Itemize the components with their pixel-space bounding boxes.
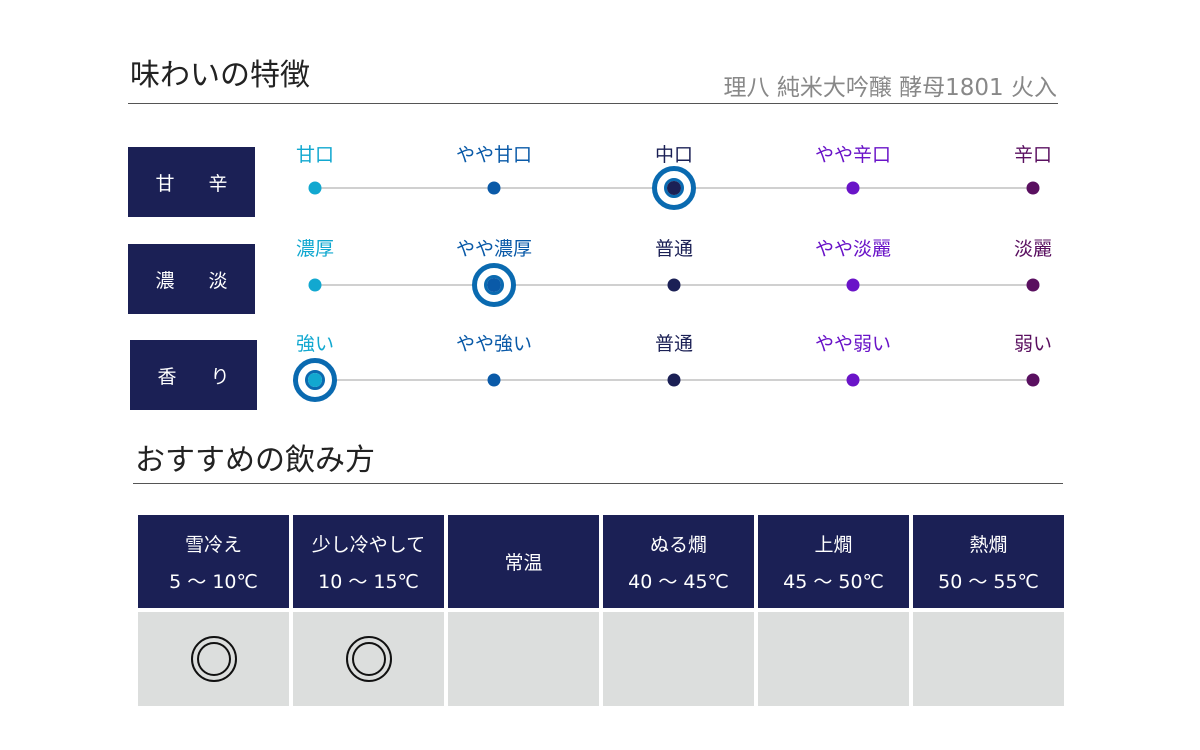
selected-marker [472,263,516,307]
scale-dot [1026,278,1040,292]
scale-label: 甘口 [295,144,335,166]
scale-label: やや弱い [814,333,892,355]
scale-label: 中口 [654,144,694,166]
serving-header: ぬる燗 40 ～ 45℃ [603,515,754,608]
serving-cell [448,612,599,706]
double-circle-icon [190,636,237,682]
scale-label: やや淡麗 [814,238,892,260]
serving-name: 少し冷やして [311,533,426,556]
serving-temp: 50 ～ 55℃ [938,570,1039,593]
scale-dot [667,278,681,292]
scale-dot [1026,181,1040,195]
selected-marker [652,166,696,210]
serving-name: ぬる燗 [649,533,707,556]
serving-cell [758,612,909,706]
serving-name: 上燗 [814,533,853,556]
serving-temp: 45 ～ 50℃ [783,570,884,593]
scale-label: やや濃厚 [455,238,533,260]
divider [133,483,1063,484]
product-name: 理八 純米大吟醸 酵母1801 火入 [723,75,1057,101]
scale-label: やや辛口 [814,144,892,166]
scale-label: 弱い [1013,333,1053,355]
scale-label: 強い [295,333,335,355]
taste-title: 味わいの特徴 [130,58,310,93]
scale-dot [846,373,860,387]
category-label: 濃 淡 [128,244,255,314]
scale-dot [308,278,322,292]
scale-dot [487,373,501,387]
serving-temp: 10 ～ 15℃ [318,570,419,593]
selected-marker [293,358,337,402]
serving-name: 熱燗 [969,533,1008,556]
category-label: 香 り [130,340,257,410]
serving-temp: 40 ～ 45℃ [628,570,729,593]
scale-label: 辛口 [1013,144,1053,166]
scale-label: 普通 [654,333,694,355]
scale-label: やや甘口 [455,144,533,166]
serving-name: 雪冷え [184,533,242,556]
scale-dot [487,181,501,195]
scale-label: やや強い [455,333,533,355]
serving-header: 常温 [448,515,599,608]
scale-dot [846,181,860,195]
serving-cell [603,612,754,706]
scale-label: 普通 [654,238,694,260]
scale-label: 濃厚 [295,238,335,260]
scale-dot [1026,373,1040,387]
serving-cell [138,612,289,706]
serving-temp: 5 ～ 10℃ [169,570,258,593]
scale-label: 淡麗 [1013,238,1053,260]
serving-header: 上燗 45 ～ 50℃ [758,515,909,608]
scale-dot [308,181,322,195]
category-label: 甘 辛 [128,147,255,217]
serving-cell [913,612,1064,706]
scale-dot [667,373,681,387]
serving-header: 熱燗 50 ～ 55℃ [913,515,1064,608]
divider [128,103,1058,104]
serving-name: 常温 [504,552,543,574]
double-circle-icon [345,636,392,682]
serving-cell [293,612,444,706]
serving-header: 雪冷え 5 ～ 10℃ [138,515,289,608]
scale-dot [846,278,860,292]
serving-title: おすすめの飲み方 [135,443,375,478]
serving-header: 少し冷やして 10 ～ 15℃ [293,515,444,608]
